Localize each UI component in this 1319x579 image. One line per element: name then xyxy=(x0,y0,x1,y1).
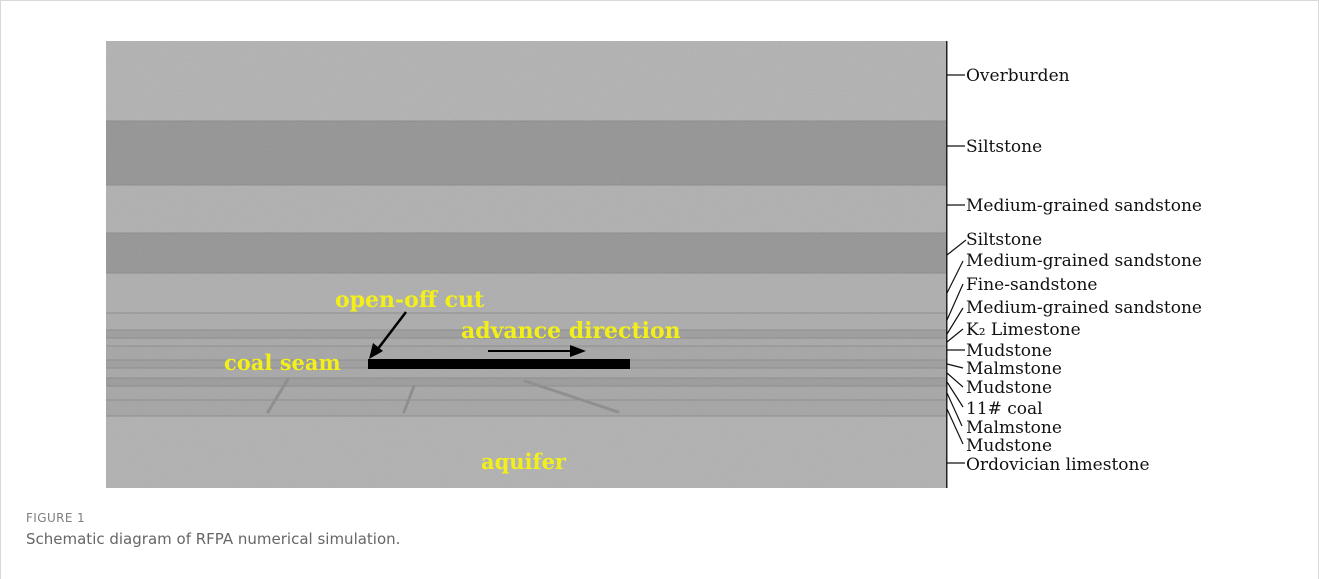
layer-siltstone-2-band xyxy=(106,233,947,273)
figure-caption: Schematic diagram of RFPA numerical simu… xyxy=(26,530,401,548)
layer-mudstone-1-band xyxy=(106,346,947,360)
coal-workface xyxy=(368,311,630,369)
layer-label-mudstone: Mudstone xyxy=(966,378,1052,398)
layer-ordovician-limestone-band xyxy=(106,416,947,488)
diagram-annotations: open-off cut advance direction coal seam… xyxy=(224,287,681,474)
layer-leader-lines xyxy=(946,74,967,464)
rfpa-model-figure: open-off cut advance direction coal seam… xyxy=(106,41,1202,488)
layer-medium-sandstone-3-band xyxy=(106,338,947,346)
fracture-line xyxy=(266,377,290,414)
layer-siltstone-1-band xyxy=(106,121,947,185)
layer-legend: Overburden Siltstone Medium-grained sand… xyxy=(966,66,1202,475)
rock-model xyxy=(106,41,947,488)
layer-mudstone-2-band xyxy=(106,368,947,378)
fracture-line xyxy=(402,384,416,414)
coal-seam-label: coal seam xyxy=(224,350,341,375)
model-right-edge xyxy=(946,41,948,488)
layer-label-mudstone: Mudstone xyxy=(966,436,1052,456)
layer-label-medium-grained-sandstone: Medium-grained sandstone xyxy=(966,196,1202,216)
layer-label-malmstone: Malmstone xyxy=(966,418,1062,438)
layer-medium-sandstone-1-band xyxy=(106,185,947,233)
layer-medium-sandstone-2-band xyxy=(106,273,947,313)
layer-label-11-coal: 11# coal xyxy=(966,399,1043,419)
layer-k2-limestone-band xyxy=(106,330,947,338)
advance-direction-label: advance direction xyxy=(461,318,681,344)
layer-fine-sandstone-band xyxy=(106,313,947,330)
layer-label-mudstone: Mudstone xyxy=(966,341,1052,361)
open-off-cut-arrowhead xyxy=(369,343,383,359)
aquifer-label: aquifer xyxy=(481,449,567,474)
fracture-line xyxy=(523,379,620,414)
layer-label-k2-limestone: K₂ Limestone xyxy=(966,320,1081,340)
open-off-cut-label: open-off cut xyxy=(335,287,485,313)
open-off-cut-arrow xyxy=(376,311,407,351)
layer-label-medium-grained-sandstone: Medium-grained sandstone xyxy=(966,298,1202,318)
fault-fractures xyxy=(266,377,620,414)
layer-label-ordovician-limestone: Ordovician limestone xyxy=(966,455,1150,475)
figure-number: FIGURE 1 xyxy=(26,511,86,525)
layer-label-fine-sandstone: Fine-sandstone xyxy=(966,275,1097,295)
layer-mudstone-3-band xyxy=(106,400,947,416)
layer-overburden-band xyxy=(106,41,947,121)
layer-label-siltstone: Siltstone xyxy=(966,137,1042,157)
layer-label-malmstone: Malmstone xyxy=(966,359,1062,379)
layer-label-medium-grained-sandstone: Medium-grained sandstone xyxy=(966,251,1202,271)
layer-label-siltstone: Siltstone xyxy=(966,230,1042,250)
layer-label-overburden: Overburden xyxy=(966,66,1070,86)
advance-direction-arrowhead xyxy=(570,345,586,357)
mined-coal-seam-bar xyxy=(368,359,630,369)
layer-malmstone-2-band xyxy=(106,386,947,400)
